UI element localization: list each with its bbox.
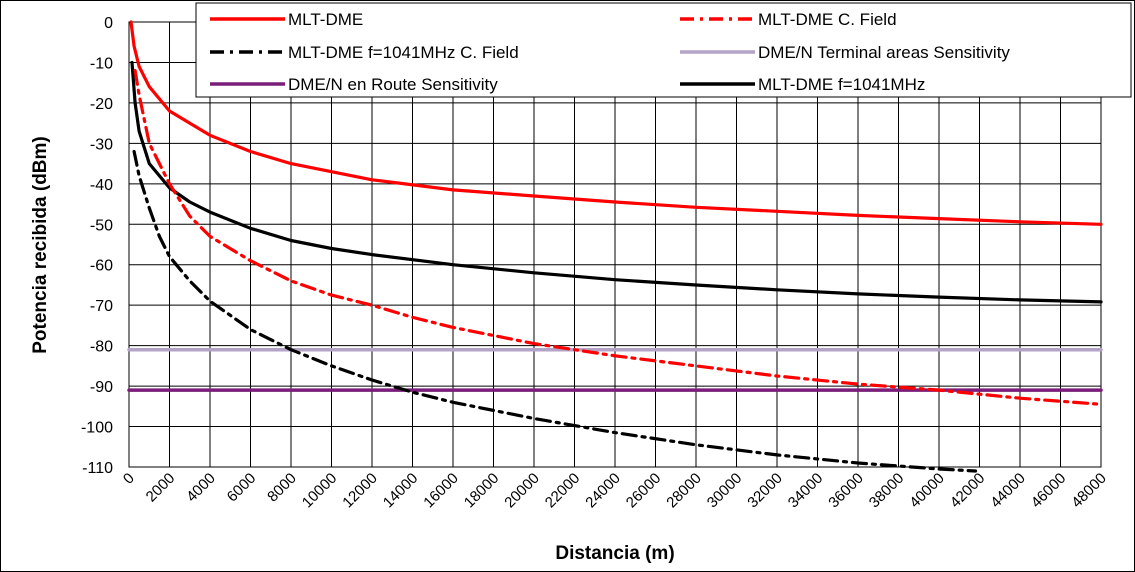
x-axis-title: Distancia (m)	[555, 543, 674, 564]
legend-entry: DME/N Terminal areas Sensitivity	[680, 43, 1010, 62]
legend-entries: MLT-DME MLT-DME C. Field MLT-DME f=1041MHz…	[210, 10, 1010, 94]
legend-label: MLT-DME f=1041MHz C. Field	[288, 43, 519, 62]
legend-label: MLT-DME f=1041MHz	[758, 75, 925, 94]
y-tick-label: -70	[90, 298, 113, 315]
legend-label: MLT-DME	[288, 10, 363, 29]
y-tick-label: -60	[90, 258, 113, 275]
legend-entry: MLT-DME	[210, 10, 363, 29]
legend-entry: MLT-DME f=1041MHz C. Field	[210, 43, 519, 62]
y-tick-label: -20	[90, 96, 113, 113]
legend-label: DME/N Terminal areas Sensitivity	[758, 43, 1010, 62]
legend: MLT-DME MLT-DME C. Field MLT-DME f=1041MHz…	[195, 2, 1132, 98]
legend-label: DME/N en Route Sensitivity	[288, 75, 498, 94]
y-tick-label: -50	[90, 217, 113, 234]
y-tick-labels: 0 -10 -20 -30 -40 -50 -60 -70 -80 -90 -100 -110	[81, 15, 113, 477]
y-tick-label: -110	[82, 460, 113, 477]
series-line-0	[129, 20, 1103, 226]
series-line-2	[132, 149, 978, 473]
legend-entry: DME/N en Route Sensitivity	[210, 75, 498, 94]
y-axis-title: Potencia recibida (dBm)	[30, 136, 51, 354]
series-line-1	[133, 68, 1103, 406]
y-tick-label: 0	[104, 15, 113, 32]
legend-label: MLT-DME C. Field	[758, 10, 897, 29]
y-tick-label: -80	[90, 339, 113, 356]
series-lines	[127, 20, 1103, 473]
y-tick-label: -90	[90, 379, 113, 396]
legend-entry: MLT-DME f=1041MHz	[680, 75, 925, 94]
y-tick-label: -40	[90, 177, 113, 194]
legend-entry: MLT-DME C. Field	[680, 10, 897, 29]
y-tick-label: -100	[81, 420, 113, 437]
y-tick-label: -30	[90, 136, 113, 153]
series-line-5	[130, 60, 1103, 304]
y-tick-label: -10	[90, 55, 113, 72]
legend-box	[195, 2, 1132, 98]
